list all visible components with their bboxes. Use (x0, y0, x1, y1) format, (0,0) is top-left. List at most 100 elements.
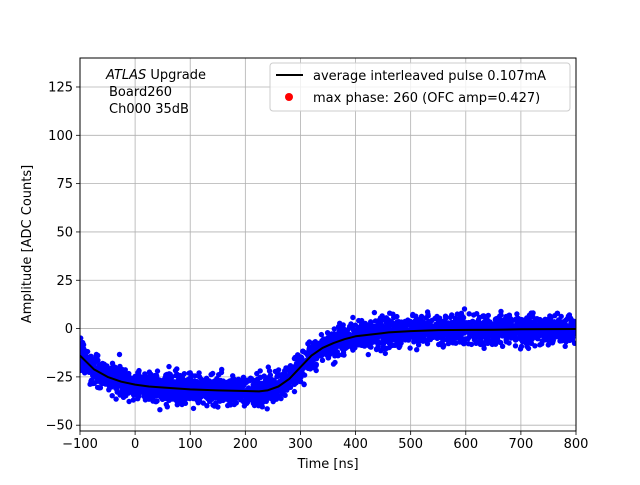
sample-point (512, 343, 519, 349)
x-tick-label: 600 (453, 437, 478, 452)
y-axis-label: Amplitude [ADC Counts] (20, 165, 35, 323)
sample-point (209, 395, 216, 402)
sample-point (447, 314, 454, 321)
sample-point (332, 359, 338, 366)
sample-point (174, 398, 180, 404)
sample-point (562, 343, 568, 349)
sample-point (200, 391, 206, 397)
sample-point (356, 340, 362, 346)
x-tick-label: −100 (62, 437, 98, 452)
sample-point (402, 336, 408, 343)
sample-point (84, 348, 91, 355)
sample-point (434, 313, 440, 320)
sample-point (513, 316, 519, 322)
sample-point (381, 346, 387, 352)
sample-point (434, 321, 440, 328)
sample-point (266, 393, 272, 399)
sample-point (220, 378, 226, 384)
sample-point (97, 378, 104, 384)
sample-point (97, 365, 103, 371)
sample-point (291, 388, 298, 395)
sample-point (397, 333, 404, 339)
sample-point (325, 335, 331, 341)
sample-point (552, 313, 558, 319)
sample-point (230, 373, 236, 379)
sample-point (154, 387, 160, 393)
sample-point (219, 385, 226, 391)
sample-point (221, 396, 228, 402)
sample-point (460, 330, 466, 336)
sample-point (473, 340, 479, 346)
sample-point (539, 318, 546, 324)
sample-point (93, 353, 100, 359)
sample-point (413, 313, 419, 319)
sample-point (166, 363, 172, 370)
sample-point (135, 377, 141, 384)
sample-point (186, 370, 192, 376)
sample-point (441, 342, 447, 349)
grid-lines (79, 58, 577, 431)
sample-point (406, 321, 412, 328)
sample-point (259, 391, 266, 398)
sample-point (557, 338, 563, 344)
sample-point (172, 367, 179, 374)
average-pulse-line (80, 328, 576, 393)
sample-point (350, 314, 356, 321)
sample-point (196, 370, 202, 376)
sample-point (225, 402, 231, 409)
sample-point (240, 374, 247, 380)
sample-point (214, 384, 221, 390)
sample-point (370, 336, 376, 342)
sample-point (331, 326, 337, 332)
channel-label: Ch000 35dB (109, 102, 189, 117)
x-tick-label: 200 (233, 437, 258, 452)
sample-point (353, 328, 359, 335)
sample-point (468, 321, 474, 327)
sample-point (80, 361, 85, 367)
sample-point (300, 348, 306, 354)
sample-point (265, 364, 271, 370)
sample-point (158, 390, 165, 396)
sample-point (518, 319, 525, 325)
y-tick-label: −25 (46, 370, 73, 385)
sample-point (124, 388, 131, 395)
sample-point (301, 381, 307, 388)
sample-point (566, 323, 573, 329)
atlas-label: ATLAS Upgrade (105, 68, 206, 83)
atlas-annotation: ATLAS Upgrade Board260 Ch000 35dB (105, 68, 206, 117)
x-tick-label: 400 (343, 437, 368, 452)
sample-point (141, 390, 148, 396)
sample-point (462, 336, 468, 342)
sample-point (217, 398, 223, 404)
sample-point (382, 350, 388, 357)
sample-point (109, 393, 115, 399)
sample-point (203, 375, 210, 381)
sample-point (174, 378, 181, 384)
sample-point (487, 333, 493, 339)
sample-point (80, 367, 84, 374)
sample-point (448, 323, 454, 329)
sample-point (466, 311, 472, 317)
sample-point (481, 342, 487, 349)
legend-box (269, 62, 571, 112)
sample-point (114, 369, 120, 375)
x-tick-label: 500 (398, 437, 423, 452)
sample-point (294, 360, 301, 367)
sample-point (549, 331, 555, 337)
sample-point (371, 323, 378, 330)
sample-point (378, 326, 385, 332)
sample-point (442, 318, 448, 325)
sample-point (442, 313, 449, 319)
sample-point (80, 342, 87, 348)
board-label: Board260 (109, 85, 172, 100)
sample-point (196, 397, 203, 404)
sample-point (414, 347, 420, 353)
sample-point (165, 374, 171, 381)
sample-point (348, 321, 354, 327)
sample-point (257, 374, 263, 381)
sample-point (362, 320, 368, 327)
x-tick-label: 700 (508, 437, 533, 452)
sample-point (238, 383, 244, 389)
sample-point (278, 395, 284, 402)
sample-point (323, 347, 330, 354)
